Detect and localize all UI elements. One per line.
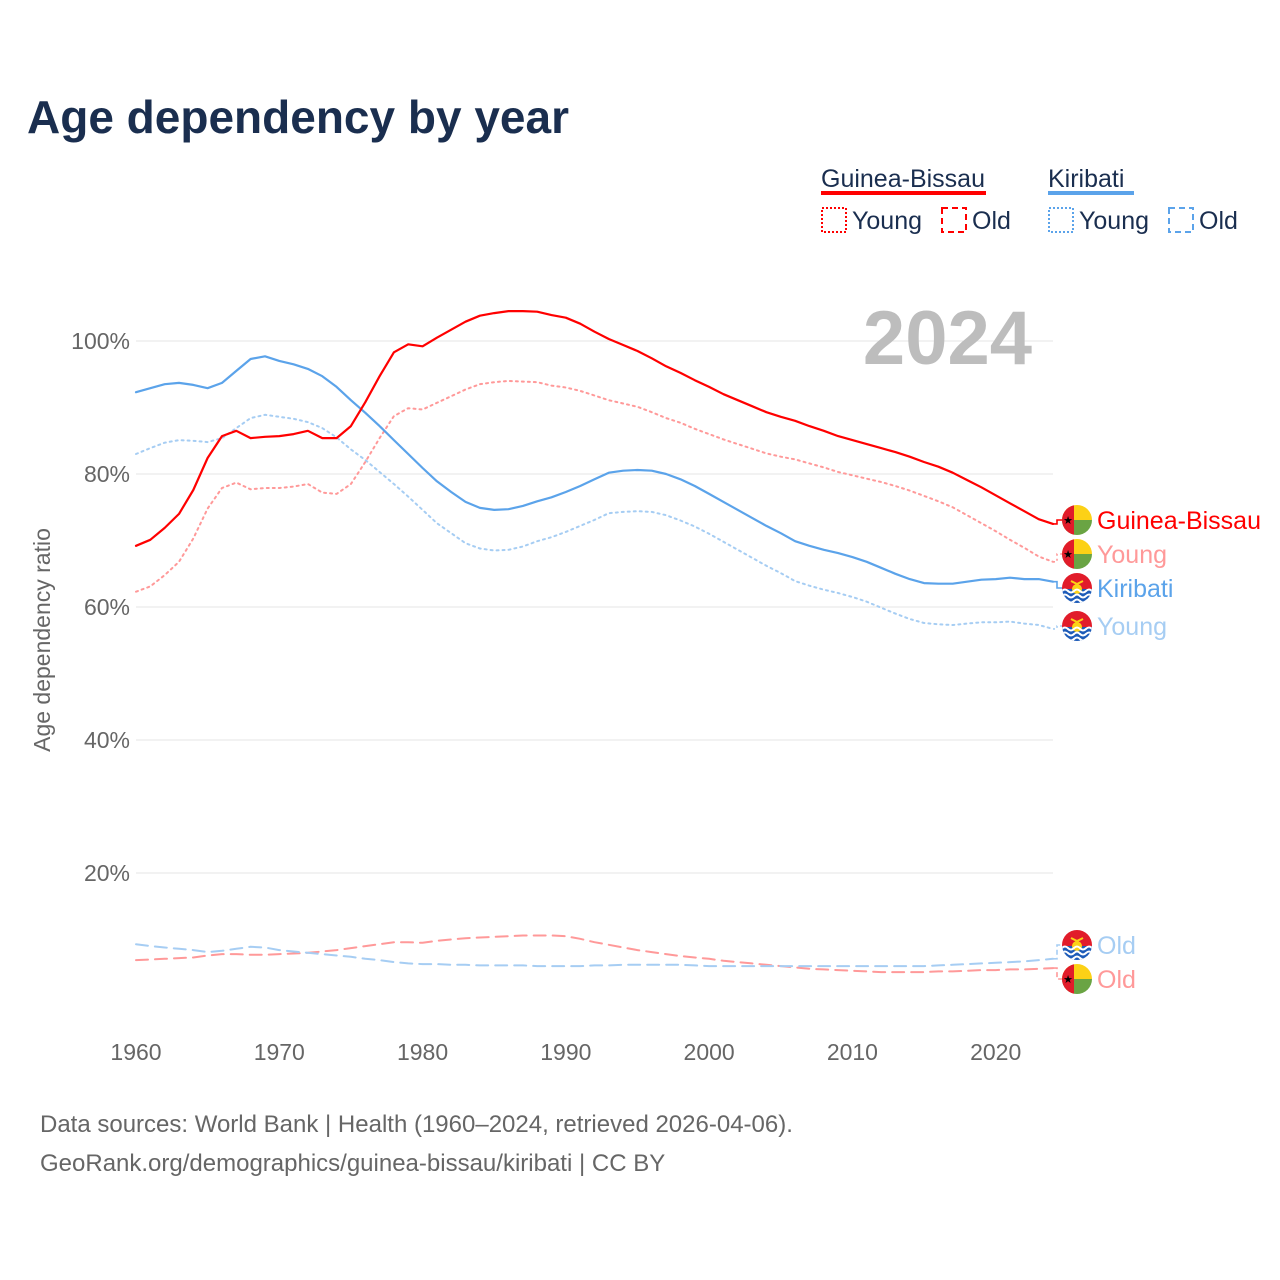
legend-old-label[interactable]: Old	[972, 207, 1011, 235]
legend-country-kiribati[interactable]: Kiribati	[1048, 165, 1124, 193]
series-lines	[134, 310, 1055, 974]
end-label-guinea-bissau-young: ★ Young	[1053, 539, 1167, 569]
guinea-bissau-flag-icon: ★	[1062, 505, 1092, 535]
x-tick-label: 1990	[540, 1039, 591, 1065]
svg-text:★: ★	[1063, 549, 1073, 561]
x-tick-label: 2010	[827, 1039, 878, 1065]
x-tick-label: 1980	[397, 1039, 448, 1065]
series-line-kiribati-old[interactable]	[135, 943, 1054, 968]
legend-old-label[interactable]: Old	[1199, 207, 1238, 235]
legend-group-kiribati[interactable]: Kiribati Young Old	[1048, 165, 1238, 235]
x-axis-ticks: 1960 1970 1980 1990 2000 2010 2020	[110, 1039, 1021, 1065]
guinea-bissau-flag-icon: ★	[1062, 539, 1092, 569]
end-label-guinea-bissau: ★ Guinea-Bissau	[1053, 505, 1261, 535]
series-line-kiribati[interactable]	[134, 355, 1055, 585]
legend-young-swatch	[821, 207, 847, 233]
chart-title: Age dependency by year	[27, 91, 569, 143]
kiribati-flag-icon	[1062, 611, 1092, 641]
connector-line	[1053, 580, 1063, 589]
connector-line	[1053, 519, 1063, 525]
svg-text:★: ★	[1063, 974, 1073, 986]
end-label-text: Kiribati	[1097, 575, 1173, 603]
legend-young-label[interactable]: Young	[852, 207, 922, 235]
legend-country-guinea-bissau[interactable]: Guinea-Bissau	[821, 165, 985, 193]
x-tick-label: 2020	[970, 1039, 1021, 1065]
connector-line	[1053, 625, 1063, 630]
end-label-kiribati-young: Young	[1053, 611, 1167, 641]
guinea-bissau-flag-icon: ★	[1062, 964, 1092, 994]
end-label-text: Guinea-Bissau	[1097, 507, 1261, 535]
kiribati-flag-icon	[1062, 573, 1092, 603]
y-axis-label: Age dependency ratio	[29, 528, 55, 752]
legend-swatch-guinea-bissau	[821, 191, 986, 195]
series-line-guinea-bissau[interactable]	[134, 310, 1055, 547]
kiribati-flag-icon	[1062, 930, 1092, 960]
series-line-guinea-bissau-young[interactable]	[135, 379, 1054, 593]
y-tick-label: 100%	[71, 328, 130, 354]
series-line-kiribati-young[interactable]	[135, 413, 1054, 630]
connector-line	[1053, 967, 1063, 980]
legend-old-swatch	[941, 207, 967, 233]
x-tick-label: 1960	[110, 1039, 161, 1065]
gridlines	[136, 340, 1053, 874]
connector-line	[1053, 553, 1063, 563]
end-label-text: Young	[1097, 613, 1167, 641]
legend-swatch-kiribati	[1048, 191, 1134, 195]
end-label-text: Young	[1097, 541, 1167, 569]
legend-group-guinea-bissau[interactable]: Guinea-Bissau Young Old	[821, 165, 1011, 235]
legend: Guinea-Bissau Young Old Kiribati Young O…	[821, 165, 1238, 235]
x-tick-label: 2000	[684, 1039, 735, 1065]
legend-young-swatch	[1048, 207, 1074, 233]
svg-text:★: ★	[1063, 515, 1073, 527]
legend-old-swatch	[1168, 207, 1194, 233]
y-tick-label: 20%	[84, 860, 130, 886]
connector-line	[1053, 944, 1063, 960]
y-tick-label: 40%	[84, 727, 130, 753]
end-labels: ★ Guinea-Bissau ★ Young ★ Old Kiribati Young Old	[1053, 505, 1261, 994]
footer-link[interactable]: GeoRank.org/demographics/guinea-bissau/k…	[40, 1150, 665, 1177]
x-tick-label: 1970	[254, 1039, 305, 1065]
footer-source: Data sources: World Bank | Health (1960–…	[40, 1111, 793, 1138]
series-line-guinea-bissau-old[interactable]	[135, 934, 1054, 974]
legend-young-label[interactable]: Young	[1079, 207, 1149, 235]
year-overlay: 2024	[863, 296, 1032, 381]
end-label-text: Old	[1097, 966, 1136, 994]
y-tick-label: 60%	[84, 594, 130, 620]
end-label-kiribati: Kiribati	[1053, 573, 1173, 603]
y-axis-ticks: 20% 40% 60% 80% 100%	[71, 328, 130, 886]
end-label-text: Old	[1097, 932, 1136, 960]
y-tick-label: 80%	[84, 461, 130, 487]
end-label-kiribati-old: Old	[1053, 930, 1136, 960]
end-label-guinea-bissau-old: ★ Old	[1053, 964, 1136, 994]
